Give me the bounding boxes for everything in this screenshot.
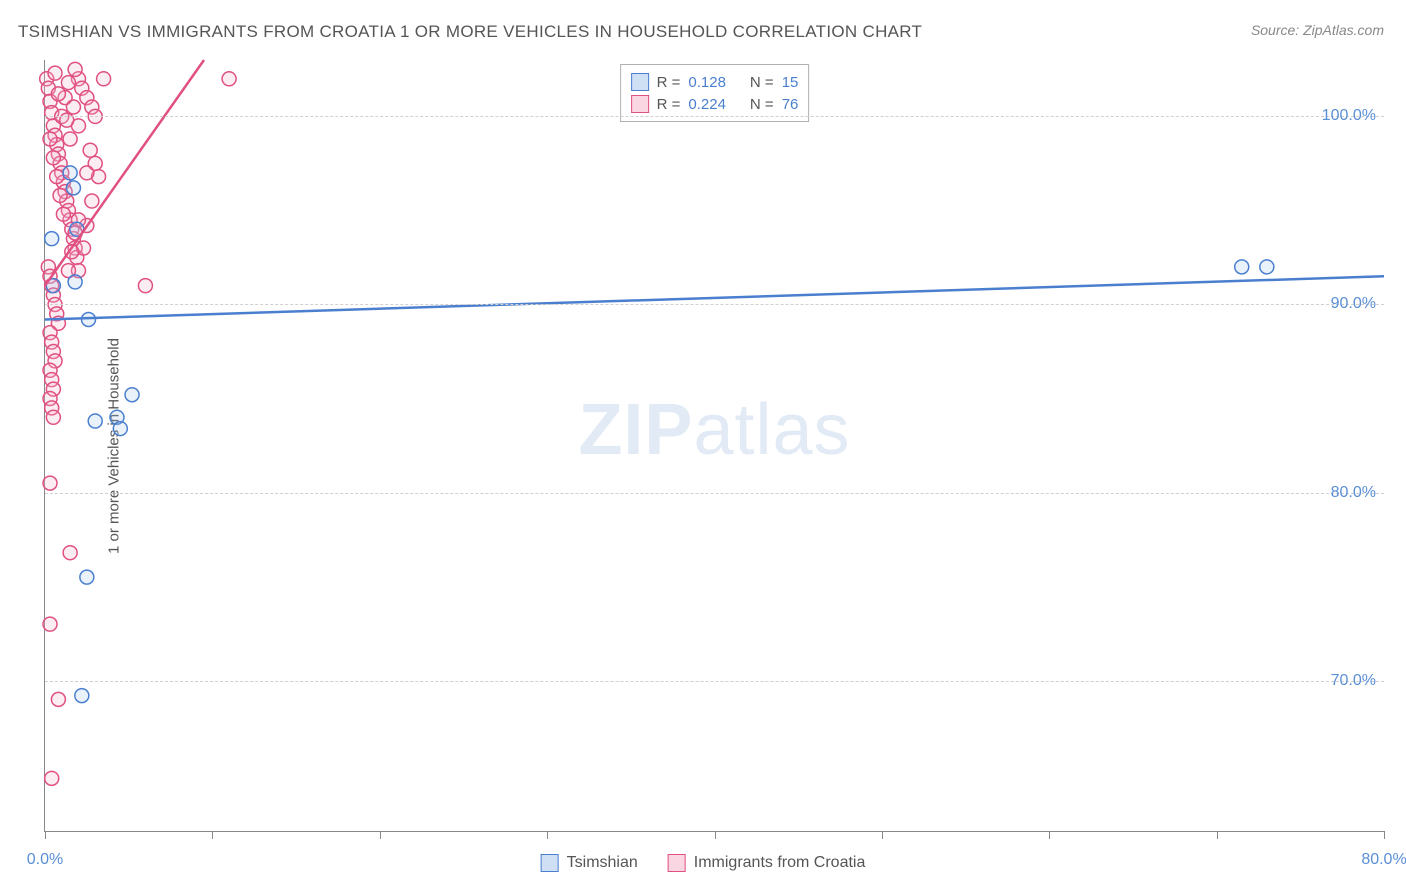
- legend-item-croatia: Immigrants from Croatia: [668, 854, 866, 872]
- x-tick: [45, 831, 46, 839]
- x-tick: [1384, 831, 1385, 839]
- data-point: [51, 87, 65, 101]
- data-point: [88, 414, 102, 428]
- x-tick: [380, 831, 381, 839]
- chart-container: TSIMSHIAN VS IMMIGRANTS FROM CROATIA 1 O…: [0, 0, 1406, 892]
- y-tick-label: 90.0%: [1331, 295, 1376, 313]
- x-tick-label: 80.0%: [1361, 851, 1406, 869]
- x-tick: [547, 831, 548, 839]
- data-point: [53, 188, 67, 202]
- swatch-tsimshian: [541, 854, 559, 872]
- legend-label-1: Immigrants from Croatia: [694, 854, 866, 872]
- data-point: [43, 617, 57, 631]
- r-label: R =: [657, 96, 681, 113]
- data-point: [75, 689, 89, 703]
- data-point: [63, 132, 77, 146]
- data-point: [85, 194, 99, 208]
- scatter-svg: [45, 60, 1384, 831]
- data-point: [50, 170, 64, 184]
- r-value-1: 0.224: [688, 96, 726, 113]
- data-point: [83, 143, 97, 157]
- data-point: [63, 166, 77, 180]
- data-point: [1235, 260, 1249, 274]
- data-point: [80, 570, 94, 584]
- n-value-1: 76: [782, 96, 799, 113]
- swatch-croatia: [631, 95, 649, 113]
- data-point: [222, 72, 236, 86]
- gridline-h: [45, 493, 1384, 494]
- gridline-h: [45, 681, 1384, 682]
- data-point: [51, 692, 65, 706]
- y-tick-label: 100.0%: [1322, 107, 1376, 125]
- legend-row-0: R = 0.128 N = 15: [631, 71, 799, 93]
- r-label: R =: [657, 74, 681, 91]
- gridline-h: [45, 304, 1384, 305]
- trend-line: [45, 276, 1384, 319]
- data-point: [125, 388, 139, 402]
- r-value-0: 0.128: [688, 74, 726, 91]
- data-point: [66, 181, 80, 195]
- correlation-legend: R = 0.128 N = 15 R = 0.224 N = 76: [620, 64, 810, 122]
- source-attribution: Source: ZipAtlas.com: [1251, 22, 1384, 38]
- data-point: [63, 546, 77, 560]
- data-point: [46, 410, 60, 424]
- data-point: [138, 279, 152, 293]
- legend-row-1: R = 0.224 N = 76: [631, 93, 799, 115]
- data-point: [45, 232, 59, 246]
- n-label: N =: [750, 96, 774, 113]
- data-point: [43, 476, 57, 490]
- data-point: [113, 422, 127, 436]
- data-point: [45, 771, 59, 785]
- chart-title: TSIMSHIAN VS IMMIGRANTS FROM CROATIA 1 O…: [18, 22, 922, 42]
- legend-item-tsimshian: Tsimshian: [541, 854, 638, 872]
- plot-area: ZIPatlas R = 0.128 N = 15 R = 0.224 N = …: [44, 60, 1384, 832]
- data-point: [1260, 260, 1274, 274]
- swatch-croatia: [668, 854, 686, 872]
- legend-label-0: Tsimshian: [567, 854, 638, 872]
- gridline-h: [45, 116, 1384, 117]
- data-point: [68, 62, 82, 76]
- data-point: [68, 275, 82, 289]
- x-tick: [1049, 831, 1050, 839]
- data-point: [61, 76, 75, 90]
- data-point: [46, 151, 60, 165]
- y-tick-label: 70.0%: [1331, 672, 1376, 690]
- data-point: [97, 72, 111, 86]
- series-legend: Tsimshian Immigrants from Croatia: [541, 854, 866, 872]
- n-value-0: 15: [782, 74, 799, 91]
- y-tick-label: 80.0%: [1331, 484, 1376, 502]
- x-tick: [212, 831, 213, 839]
- x-tick: [715, 831, 716, 839]
- data-point: [48, 66, 62, 80]
- data-point: [43, 132, 57, 146]
- x-tick: [882, 831, 883, 839]
- n-label: N =: [750, 74, 774, 91]
- data-point: [80, 166, 94, 180]
- swatch-tsimshian: [631, 73, 649, 91]
- data-point: [60, 113, 74, 127]
- x-tick: [1217, 831, 1218, 839]
- x-tick-label: 0.0%: [27, 851, 63, 869]
- data-point: [66, 100, 80, 114]
- data-point: [56, 207, 70, 221]
